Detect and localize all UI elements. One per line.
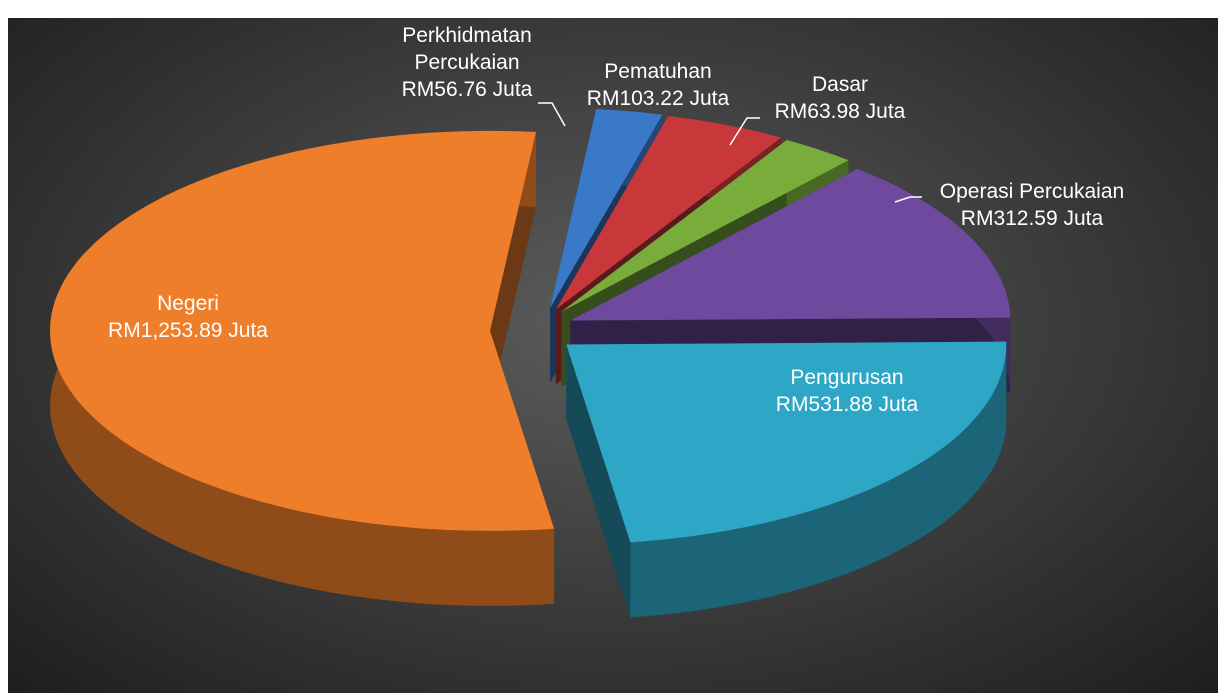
slice-label: Negeri RM1,253.89 Juta	[68, 290, 308, 344]
category-label: Dasar	[811, 73, 869, 96]
slice-label: Perkhidmatan Percukaian RM56.76 Juta	[367, 22, 567, 103]
slice	[50, 130, 555, 531]
slice	[555, 116, 782, 310]
slice	[570, 168, 1011, 321]
slice-wall	[566, 344, 631, 618]
slice-side	[630, 341, 1007, 618]
value-label: RM1,253.89 Juta	[108, 319, 268, 342]
value-label: RM312.59 Juta	[960, 207, 1104, 230]
leader-line	[894, 196, 922, 203]
leader-line	[538, 102, 566, 127]
value-label: RM531.88 Juta	[775, 393, 919, 416]
value-label: RM56.76 Juta	[401, 78, 533, 101]
leader-line	[729, 117, 760, 146]
slice-label: Pengurusan RM531.88 Juta	[727, 364, 967, 418]
category-label: Negeri	[157, 292, 219, 315]
slice-label: Pematuhan RM103.22 Juta	[558, 58, 758, 112]
category-label: Pengurusan	[790, 366, 904, 389]
category-label: Pematuhan	[604, 60, 712, 83]
slice	[550, 109, 663, 308]
category-label: Perkhidmatan Percukaian	[402, 24, 532, 74]
slice-label: Dasar RM63.98 Juta	[740, 71, 940, 125]
value-label: RM103.22 Juta	[586, 87, 730, 110]
category-label: Operasi Percukaian	[939, 180, 1125, 203]
slice	[561, 140, 849, 312]
slice-label: Operasi Percukaian RM312.59 Juta	[912, 178, 1152, 232]
slice	[566, 341, 1007, 543]
value-label: RM63.98 Juta	[774, 100, 906, 123]
